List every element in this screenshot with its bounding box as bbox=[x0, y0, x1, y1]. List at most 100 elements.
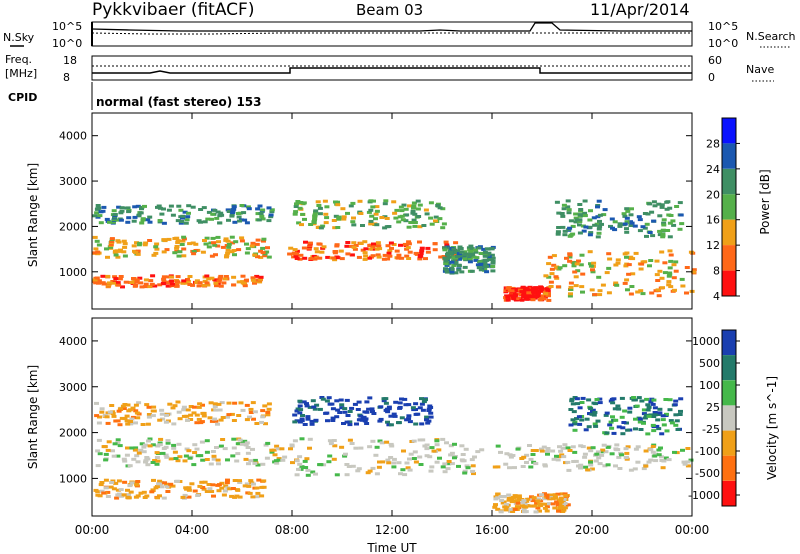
power-echo-cell bbox=[588, 209, 593, 213]
velocity-echo-cell bbox=[345, 414, 351, 417]
velocity-echo-cell bbox=[388, 456, 394, 459]
velocity-echo-cell bbox=[304, 402, 309, 406]
power-echo-cell bbox=[96, 279, 102, 283]
power-echo-cell bbox=[444, 245, 450, 249]
power-echo-cell bbox=[122, 242, 128, 246]
power-echo-cell bbox=[172, 251, 178, 255]
velocity-echo-cell bbox=[120, 404, 126, 408]
velocity-echo-cell bbox=[103, 458, 109, 462]
power-echo-cell bbox=[640, 292, 646, 296]
velocity-echo-band bbox=[492, 492, 571, 514]
power-echo-cell bbox=[524, 294, 530, 298]
power-echo-cell bbox=[197, 281, 203, 285]
velocity-echo-cell bbox=[672, 403, 678, 407]
velocity-echo-cell bbox=[250, 401, 256, 405]
power-echo-cell bbox=[403, 219, 409, 223]
power-echo-cell bbox=[587, 218, 593, 222]
power-echo-cell bbox=[205, 283, 211, 287]
velocity-echo-cell bbox=[230, 454, 236, 458]
power-echo-cell bbox=[179, 220, 185, 223]
power-echo-cell bbox=[636, 215, 642, 219]
velocity-colorbar-tick-label: 500 bbox=[699, 357, 720, 370]
velocity-echo-cell bbox=[191, 411, 197, 415]
velocity-echo-cell bbox=[118, 408, 124, 411]
power-echo-cell bbox=[505, 295, 511, 299]
power-echo-cell bbox=[341, 215, 347, 219]
velocity-echo-cell bbox=[429, 465, 435, 469]
power-echo-cell bbox=[255, 207, 261, 211]
power-echo-cell bbox=[451, 247, 457, 251]
velocity-echo-cell bbox=[118, 488, 124, 492]
power-echo-cell bbox=[94, 276, 100, 280]
velocity-echo-cell bbox=[378, 417, 384, 421]
velocity-echo-cell bbox=[650, 423, 656, 427]
velocity-echo-cell bbox=[648, 458, 654, 462]
velocity-echo-cell bbox=[652, 406, 658, 410]
velocity-echo-band bbox=[93, 478, 267, 500]
velocity-echo-cell bbox=[344, 420, 350, 424]
velocity-echo-band bbox=[94, 400, 272, 427]
power-echo-cell bbox=[412, 212, 418, 216]
velocity-echo-cell bbox=[362, 419, 368, 423]
velocity-echo-cell bbox=[215, 458, 221, 462]
power-echo-cell bbox=[299, 223, 304, 227]
velocity-echo-cell bbox=[337, 411, 343, 414]
power-echo-cell bbox=[559, 212, 565, 215]
velocity-echo-cell bbox=[544, 509, 550, 513]
velocity-echo-cell bbox=[583, 465, 589, 469]
velocity-echo-cell bbox=[134, 483, 140, 487]
velocity-echo-cell bbox=[685, 464, 691, 468]
power-echo-cell bbox=[111, 218, 117, 222]
power-echo-cell bbox=[335, 256, 341, 260]
power-echo-cell bbox=[391, 243, 397, 246]
velocity-echo-cell bbox=[349, 442, 355, 445]
velocity-echo-cell bbox=[572, 450, 578, 454]
velocity-echo-cell bbox=[188, 405, 194, 408]
velocity-echo-cell bbox=[588, 407, 594, 411]
power-echo-cell bbox=[652, 204, 658, 208]
power-echo-cell bbox=[406, 257, 412, 260]
power-echo-cell bbox=[202, 220, 208, 224]
velocity-echo-cell bbox=[327, 402, 333, 406]
velocity-echo-cell bbox=[391, 457, 397, 461]
velocity-echo-cell bbox=[216, 462, 221, 466]
power-echo-cell bbox=[678, 213, 684, 217]
power-echo-cell bbox=[555, 285, 561, 289]
power-echo-cell bbox=[404, 254, 410, 258]
power-echo-cell bbox=[659, 205, 665, 209]
power-echo-cell bbox=[574, 262, 580, 266]
power-echo-cell bbox=[568, 233, 574, 237]
power-echo-cell bbox=[671, 263, 677, 267]
velocity-echo-cell bbox=[361, 415, 367, 419]
power-echo-cell bbox=[358, 212, 364, 215]
power-echo-cell bbox=[551, 254, 557, 258]
velocity-echo-cell bbox=[648, 448, 654, 452]
velocity-colorbar-tick-label: -25 bbox=[702, 423, 720, 436]
velocity-echo-band bbox=[492, 443, 694, 472]
velocity-echo-cell bbox=[664, 412, 669, 416]
velocity-echo-cell bbox=[206, 483, 212, 486]
velocity-echo-cell bbox=[493, 503, 498, 507]
power-echo-cell bbox=[629, 221, 635, 225]
velocity-echo-cell bbox=[299, 417, 305, 421]
velocity-echo-cell bbox=[252, 410, 258, 414]
power-echo-cell bbox=[484, 270, 490, 274]
velocity-echo-cell bbox=[537, 509, 542, 513]
velocity-echo-cell bbox=[597, 401, 603, 405]
velocity-echo-cell bbox=[269, 450, 275, 454]
velocity-echo-cell bbox=[302, 459, 308, 463]
power-echo-cell bbox=[269, 210, 275, 214]
power-echo-cell bbox=[244, 242, 249, 246]
power-echo-cell bbox=[125, 220, 131, 224]
power-echo-cell bbox=[576, 259, 581, 263]
velocity-echo-cell bbox=[680, 448, 685, 452]
velocity-echo-cell bbox=[593, 402, 599, 406]
velocity-echo-cell bbox=[155, 459, 161, 463]
velocity-echo-cell bbox=[652, 411, 658, 414]
power-echo-cell bbox=[583, 225, 589, 229]
power-echo-cell bbox=[565, 205, 571, 209]
velocity-echo-cell bbox=[499, 495, 504, 499]
power-echo-cell bbox=[562, 229, 568, 233]
power-echo-cell bbox=[161, 279, 167, 283]
power-echo-cell bbox=[571, 264, 577, 268]
